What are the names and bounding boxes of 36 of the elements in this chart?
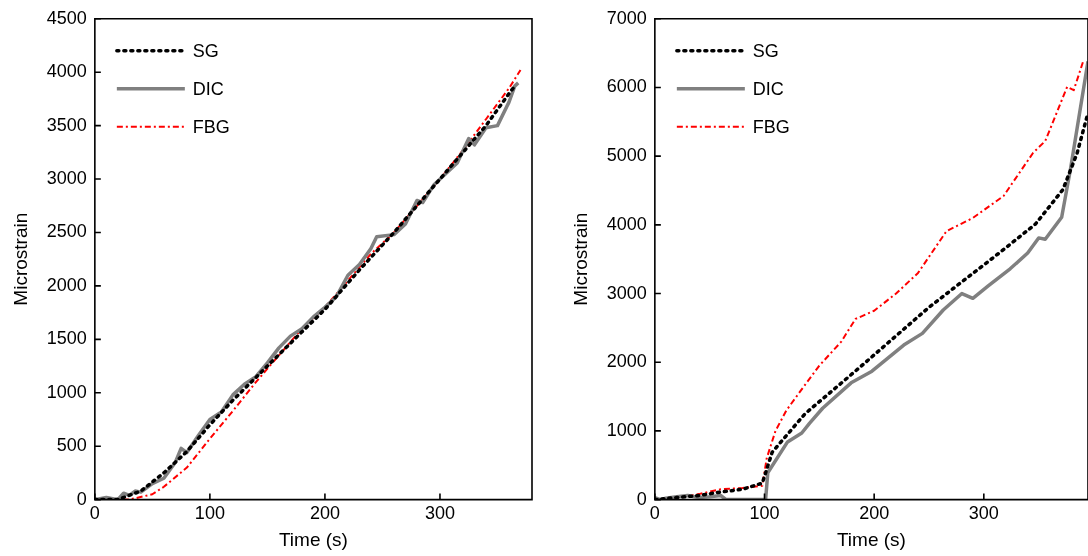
legend-label: FBG: [752, 116, 790, 137]
y-tick-label: 3000: [46, 168, 87, 189]
x-tick-label: 200: [309, 503, 340, 524]
y-tick-label: 6000: [606, 76, 647, 97]
x-tick-label: 200: [859, 503, 890, 524]
y-axis-title: Microstrain: [569, 212, 591, 306]
y-tick-label: 1000: [606, 419, 647, 440]
y-tick-label: 5000: [606, 145, 647, 166]
y-tick-label: 3500: [46, 114, 87, 135]
x-tick-label: 0: [89, 503, 100, 524]
y-tick-label: 0: [76, 488, 87, 509]
y-tick-label: 1000: [46, 381, 87, 402]
legend-label: SG: [192, 40, 219, 61]
x-axis-title: Time (s): [278, 528, 348, 550]
y-tick-label: 2000: [606, 351, 647, 372]
y-tick-label: 4000: [46, 61, 87, 82]
y-tick-label: 3000: [606, 282, 647, 303]
legend-label: SG: [752, 40, 779, 61]
legend-label: DIC: [192, 78, 224, 99]
y-tick-label: 4000: [606, 213, 647, 234]
y-tick-label: 4500: [46, 7, 87, 28]
y-tick-label: 500: [56, 435, 87, 456]
x-axis-title: Time (s): [836, 528, 906, 550]
y-tick-label: 1500: [46, 328, 87, 349]
y-tick-label: 7000: [606, 7, 647, 28]
x-tick-label: 100: [194, 503, 225, 524]
y-tick-label: 2500: [46, 221, 87, 242]
x-tick-label: 300: [968, 503, 999, 524]
legend-label: FBG: [192, 116, 230, 137]
legend-label: DIC: [752, 78, 784, 99]
x-tick-label: 300: [424, 503, 455, 524]
x-tick-label: 0: [649, 503, 660, 524]
y-tick-label: 2000: [46, 274, 87, 295]
y-tick-label: 0: [636, 488, 647, 509]
y-axis-title: Microstrain: [9, 212, 31, 306]
x-tick-label: 100: [749, 503, 780, 524]
